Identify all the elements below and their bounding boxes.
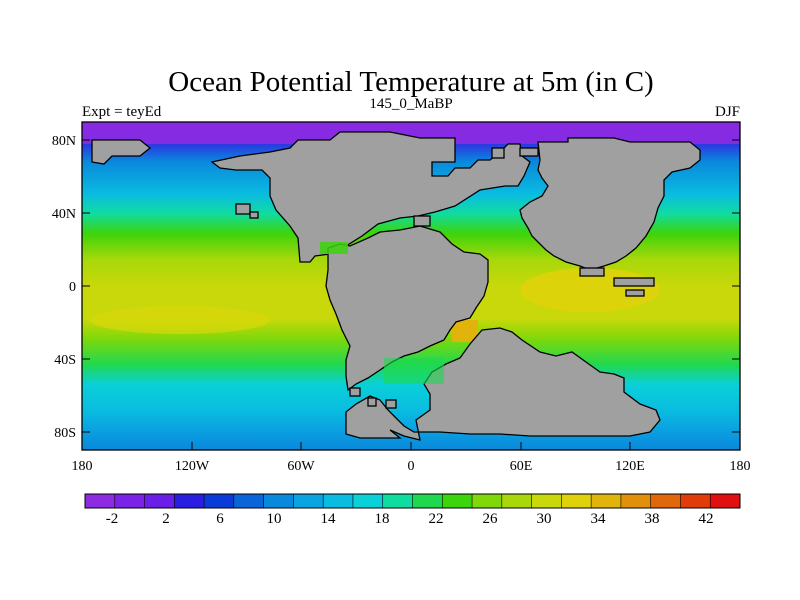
lon-label: 180 bbox=[72, 459, 93, 474]
colorbar-swatch bbox=[174, 494, 205, 508]
colorbar-swatch bbox=[472, 494, 503, 508]
land-island-11 bbox=[385, 399, 397, 409]
lat-label: 0 bbox=[69, 280, 76, 295]
colorbar-swatch bbox=[204, 494, 235, 508]
colorbar-swatch bbox=[323, 494, 354, 508]
colorbar-swatch bbox=[620, 494, 651, 508]
lon-label: 0 bbox=[408, 459, 415, 474]
period-label: 145_0_MaBP bbox=[369, 96, 452, 112]
land-island-10 bbox=[367, 397, 377, 407]
colorbar-swatch bbox=[650, 494, 681, 508]
land-island-4 bbox=[579, 267, 605, 277]
colorbar-swatch bbox=[501, 494, 532, 508]
colorbar-label: 26 bbox=[483, 511, 499, 527]
colorbar-swatch bbox=[85, 494, 116, 508]
colorbar-label: 30 bbox=[537, 511, 552, 527]
warm-spot bbox=[452, 320, 478, 342]
colorbar-swatch bbox=[293, 494, 324, 508]
land-island-8 bbox=[491, 147, 505, 159]
land-island-7 bbox=[519, 147, 539, 157]
lon-label: 180 bbox=[730, 459, 751, 474]
colorbar-swatch bbox=[710, 494, 741, 508]
colorbar-label: 14 bbox=[321, 511, 337, 527]
colorbar-swatch bbox=[442, 494, 473, 508]
lon-label: 120E bbox=[615, 459, 645, 474]
lon-label: 120W bbox=[175, 459, 210, 474]
plot-area bbox=[82, 122, 740, 450]
land-island-5 bbox=[613, 277, 655, 287]
coastal-green-2 bbox=[384, 358, 444, 384]
colorbar-swatch bbox=[412, 494, 443, 508]
lat-ticks bbox=[82, 139, 740, 433]
colorbar-swatch bbox=[382, 494, 413, 508]
land-antarctica-india bbox=[345, 327, 661, 441]
experiment-label: Expt = teyEd bbox=[82, 104, 162, 120]
lat-label: 40S bbox=[54, 353, 76, 368]
season-label: DJF bbox=[715, 104, 740, 120]
lat-label: 40N bbox=[52, 207, 76, 222]
colorbar-swatch bbox=[352, 494, 384, 508]
land-masses bbox=[91, 131, 701, 441]
colorbar-label: 34 bbox=[591, 511, 607, 527]
colorbar-label: 10 bbox=[267, 511, 282, 527]
land-island-6 bbox=[625, 289, 645, 297]
colorbar-labels: -2 2 6 10 14 18 22 26 30 34 38 42 bbox=[106, 511, 714, 527]
colorbar-label: -2 bbox=[106, 511, 119, 527]
lat-label: 80N bbox=[52, 134, 76, 149]
land-south-america-africa bbox=[325, 225, 489, 392]
land-asia bbox=[519, 137, 701, 271]
colorbar-label: 22 bbox=[429, 511, 444, 527]
lat-label: 80S bbox=[54, 426, 76, 441]
colorbar-swatch bbox=[591, 494, 622, 508]
lon-ticks bbox=[81, 442, 741, 450]
colorbar-label: 42 bbox=[699, 511, 714, 527]
colorbar-label: 18 bbox=[375, 511, 390, 527]
land-island-3 bbox=[413, 215, 431, 227]
colorbar-swatch bbox=[114, 494, 145, 508]
colorbar-swatch bbox=[680, 494, 711, 508]
land-greenland bbox=[91, 139, 152, 165]
colorbar-swatch bbox=[233, 494, 264, 508]
coastal-green-1 bbox=[320, 242, 348, 254]
lon-label: 60E bbox=[510, 459, 533, 474]
colorbar-label: 6 bbox=[216, 511, 224, 527]
colorbar-label: 2 bbox=[162, 511, 170, 527]
colorbar-label: 38 bbox=[645, 511, 660, 527]
colorbar bbox=[84, 493, 741, 509]
land-island-2 bbox=[249, 211, 259, 219]
map-title: Ocean Potential Temperature at 5m (in C) bbox=[168, 66, 653, 98]
colorbar-swatch bbox=[263, 494, 294, 508]
warm-pool-pacific bbox=[90, 306, 270, 334]
land-island-1 bbox=[235, 203, 251, 215]
land-north-america-europe bbox=[210, 131, 531, 263]
colorbar-swatch bbox=[561, 494, 592, 508]
lon-label: 60W bbox=[287, 459, 315, 474]
land-island-9 bbox=[349, 387, 361, 397]
colorbar-swatch bbox=[144, 494, 175, 508]
colorbar-swatch bbox=[531, 494, 562, 508]
